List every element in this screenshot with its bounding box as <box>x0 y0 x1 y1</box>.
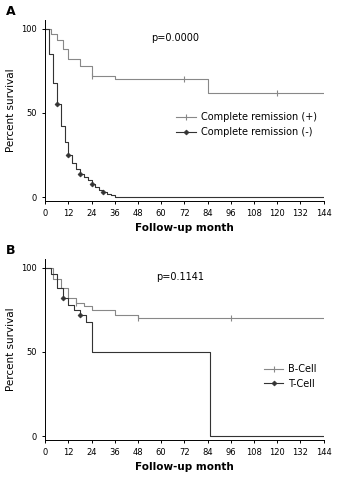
Text: A: A <box>6 5 16 19</box>
X-axis label: Follow-up month: Follow-up month <box>135 223 234 233</box>
X-axis label: Follow-up month: Follow-up month <box>135 462 234 472</box>
Text: p=0.1141: p=0.1141 <box>157 272 205 282</box>
Legend: Complete remission (+), Complete remission (-): Complete remission (+), Complete remissi… <box>175 110 319 139</box>
Legend: B-Cell, T-Cell: B-Cell, T-Cell <box>262 362 319 391</box>
Text: B: B <box>6 244 16 258</box>
Y-axis label: Percent survival: Percent survival <box>5 68 16 152</box>
Text: p=0.0000: p=0.0000 <box>151 33 199 43</box>
Y-axis label: Percent survival: Percent survival <box>5 307 16 391</box>
